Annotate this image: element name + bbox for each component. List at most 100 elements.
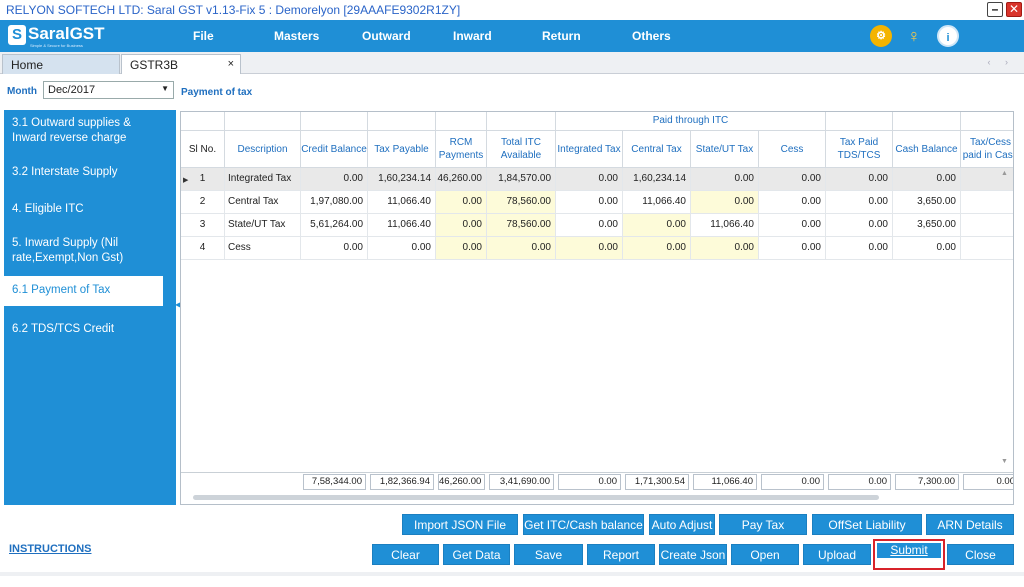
- get-data-button[interactable]: Get Data: [443, 544, 510, 565]
- cell-credit-balance[interactable]: 5,61,264.00: [301, 214, 368, 237]
- cell-state-ut-tax[interactable]: 0.00: [691, 191, 759, 214]
- cell-tax-payable[interactable]: 1,60,234.14: [368, 168, 436, 191]
- cell-cash-balance[interactable]: 3,650.00: [893, 191, 961, 214]
- cell-paid-in-cash[interactable]: [961, 191, 1013, 214]
- menu-others[interactable]: Others: [632, 29, 671, 43]
- cell-sl-no: 1: [181, 168, 225, 191]
- header-credit-balance[interactable]: Credit Balance: [301, 131, 368, 168]
- cell-credit-balance[interactable]: 1,97,080.00: [301, 191, 368, 214]
- get-itc-cash-balance-button[interactable]: Get ITC/Cash balance: [523, 514, 644, 535]
- report-button[interactable]: Report: [587, 544, 655, 565]
- close-button[interactable]: Close: [947, 544, 1014, 565]
- offset-liability-button[interactable]: OffSet Liability: [812, 514, 922, 535]
- create-json-button[interactable]: Create Json: [659, 544, 727, 565]
- sidebar-item-inward-supply[interactable]: 5. Inward Supply (Nil rate,Exempt,Non Gs…: [12, 237, 124, 264]
- pay-tax-button[interactable]: Pay Tax: [719, 514, 807, 535]
- cell-tax-paid-tds-tcs[interactable]: 0.00: [826, 214, 893, 237]
- cell-paid-in-cash[interactable]: [961, 237, 1013, 260]
- cell-rcm-payments[interactable]: 0.00: [436, 214, 487, 237]
- tab-gstr3b[interactable]: GSTR3B ×: [121, 54, 241, 74]
- header-paid-in-cash[interactable]: Tax/Cess paid in Cash: [961, 131, 1013, 168]
- save-button[interactable]: Save: [514, 544, 583, 565]
- info-icon[interactable]: i: [937, 25, 959, 47]
- arn-details-button[interactable]: ARN Details: [926, 514, 1014, 535]
- tab-home[interactable]: Home: [2, 54, 120, 74]
- sidebar-item-interstate-supply[interactable]: 3.2 Interstate Supply: [12, 166, 118, 178]
- cell-central-tax[interactable]: 1,60,234.14: [623, 168, 691, 191]
- cell-tax-payable[interactable]: 11,066.40: [368, 214, 436, 237]
- vertical-scrollbar[interactable]: ▲ ▼: [1001, 170, 1008, 465]
- header-cess[interactable]: Cess: [759, 131, 826, 168]
- header-central-tax[interactable]: Central Tax: [623, 131, 691, 168]
- sidebar-item-payment-of-tax[interactable]: 6.1 Payment of Tax: [4, 276, 163, 306]
- menu-file[interactable]: File: [193, 29, 214, 43]
- upload-button[interactable]: Upload: [803, 544, 871, 565]
- cell-integrated-tax[interactable]: 0.00: [556, 191, 623, 214]
- close-window-icon[interactable]: ✕: [1006, 2, 1022, 17]
- auto-adjust-button[interactable]: Auto Adjust: [649, 514, 715, 535]
- open-folder-button[interactable]: Open Folder: [731, 544, 799, 583]
- cell-tax-paid-tds-tcs[interactable]: 0.00: [826, 191, 893, 214]
- cell-cash-balance[interactable]: 3,650.00: [893, 214, 961, 237]
- gear-icon[interactable]: ⚙: [870, 25, 892, 47]
- cell-central-tax[interactable]: 0.00: [623, 237, 691, 260]
- cell-cash-balance[interactable]: 0.00: [893, 237, 961, 260]
- cell-tax-paid-tds-tcs[interactable]: 0.00: [826, 237, 893, 260]
- header-tax-paid-tds-tcs[interactable]: Tax Paid TDS/TCS: [826, 131, 893, 168]
- cell-integrated-tax[interactable]: 0.00: [556, 214, 623, 237]
- sidebar-item-eligible-itc[interactable]: 4. Eligible ITC: [12, 203, 84, 215]
- cell-total-itc[interactable]: 78,560.00: [487, 191, 556, 214]
- cell-credit-balance[interactable]: 0.00: [301, 168, 368, 191]
- totals-row: 7,58,344.00 1,82,366.94 46,260.00 3,41,690.…: [181, 472, 1013, 490]
- month-select[interactable]: Dec/2017 ▼: [43, 81, 174, 99]
- cell-central-tax[interactable]: 11,066.40: [623, 191, 691, 214]
- cell-state-ut-tax[interactable]: 11,066.40: [691, 214, 759, 237]
- cell-credit-balance[interactable]: 0.00: [301, 237, 368, 260]
- close-tab-icon[interactable]: ×: [227, 58, 234, 70]
- cell-cess[interactable]: 0.00: [759, 168, 826, 191]
- cell-paid-in-cash[interactable]: [961, 168, 1013, 191]
- instructions-link[interactable]: INSTRUCTIONS: [9, 543, 92, 555]
- cell-cess[interactable]: 0.00: [759, 237, 826, 260]
- splitter-grip-icon[interactable]: ◀: [175, 300, 182, 309]
- menu-inward[interactable]: Inward: [453, 29, 492, 43]
- header-rcm-payments[interactable]: RCM Payments: [436, 131, 487, 168]
- cell-integrated-tax[interactable]: 0.00: [556, 237, 623, 260]
- header-description[interactable]: Description: [225, 131, 301, 168]
- cell-tax-payable[interactable]: 0.00: [368, 237, 436, 260]
- submit-button[interactable]: Submit: [873, 539, 945, 570]
- import-json-file-button[interactable]: Import JSON File: [402, 514, 518, 535]
- cell-rcm-payments[interactable]: 46,260.00: [436, 168, 487, 191]
- cell-state-ut-tax[interactable]: 0.00: [691, 237, 759, 260]
- header-sl-no[interactable]: Sl No.: [181, 131, 225, 168]
- cell-rcm-payments[interactable]: 0.00: [436, 237, 487, 260]
- sidebar-item-outward-supplies[interactable]: 3.1 Outward supplies & Inward reverse ch…: [12, 117, 131, 144]
- cell-total-itc[interactable]: 0.00: [487, 237, 556, 260]
- cell-cash-balance[interactable]: 0.00: [893, 168, 961, 191]
- tab-scroll-arrows[interactable]: ‹ ›: [987, 57, 1014, 67]
- horizontal-scrollbar[interactable]: [183, 492, 1009, 502]
- cell-central-tax[interactable]: 0.00: [623, 214, 691, 237]
- header-state-ut-tax[interactable]: State/UT Tax: [691, 131, 759, 168]
- cell-integrated-tax[interactable]: 0.00: [556, 168, 623, 191]
- menu-outward[interactable]: Outward: [362, 29, 411, 43]
- cell-rcm-payments[interactable]: 0.00: [436, 191, 487, 214]
- clear-button[interactable]: Clear: [372, 544, 439, 565]
- header-integrated-tax[interactable]: Integrated Tax: [556, 131, 623, 168]
- header-total-itc[interactable]: Total ITC Available: [487, 131, 556, 168]
- minimize-icon[interactable]: –: [987, 2, 1003, 17]
- header-cash-balance[interactable]: Cash Balance: [893, 131, 961, 168]
- cell-tax-payable[interactable]: 11,066.40: [368, 191, 436, 214]
- cell-paid-in-cash[interactable]: [961, 214, 1013, 237]
- cell-cess[interactable]: 0.00: [759, 214, 826, 237]
- cell-total-itc[interactable]: 78,560.00: [487, 214, 556, 237]
- menu-return[interactable]: Return: [542, 29, 581, 43]
- cell-tax-paid-tds-tcs[interactable]: 0.00: [826, 168, 893, 191]
- cell-cess[interactable]: 0.00: [759, 191, 826, 214]
- key-icon[interactable]: ♀: [907, 26, 921, 46]
- header-tax-payable[interactable]: Tax Payable: [368, 131, 436, 168]
- menu-masters[interactable]: Masters: [274, 29, 320, 43]
- cell-state-ut-tax[interactable]: 0.00: [691, 168, 759, 191]
- sidebar-item-tds-tcs-credit[interactable]: 6.2 TDS/TCS Credit: [12, 323, 115, 335]
- cell-total-itc[interactable]: 1,84,570.00: [487, 168, 556, 191]
